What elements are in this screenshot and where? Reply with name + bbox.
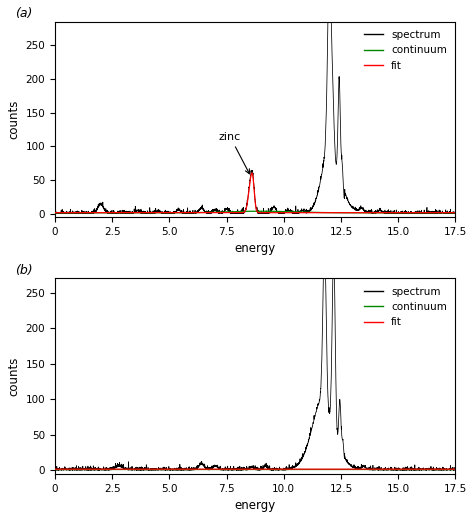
X-axis label: energy: energy	[235, 242, 276, 255]
X-axis label: energy: energy	[235, 499, 276, 512]
Y-axis label: counts: counts	[7, 100, 20, 139]
Legend: spectrum, continuum, fit: spectrum, continuum, fit	[361, 27, 450, 74]
Y-axis label: counts: counts	[7, 357, 20, 396]
Legend: spectrum, continuum, fit: spectrum, continuum, fit	[361, 284, 450, 331]
Text: zinc: zinc	[219, 132, 249, 174]
Text: (a): (a)	[15, 7, 32, 20]
Text: (b): (b)	[15, 264, 33, 277]
